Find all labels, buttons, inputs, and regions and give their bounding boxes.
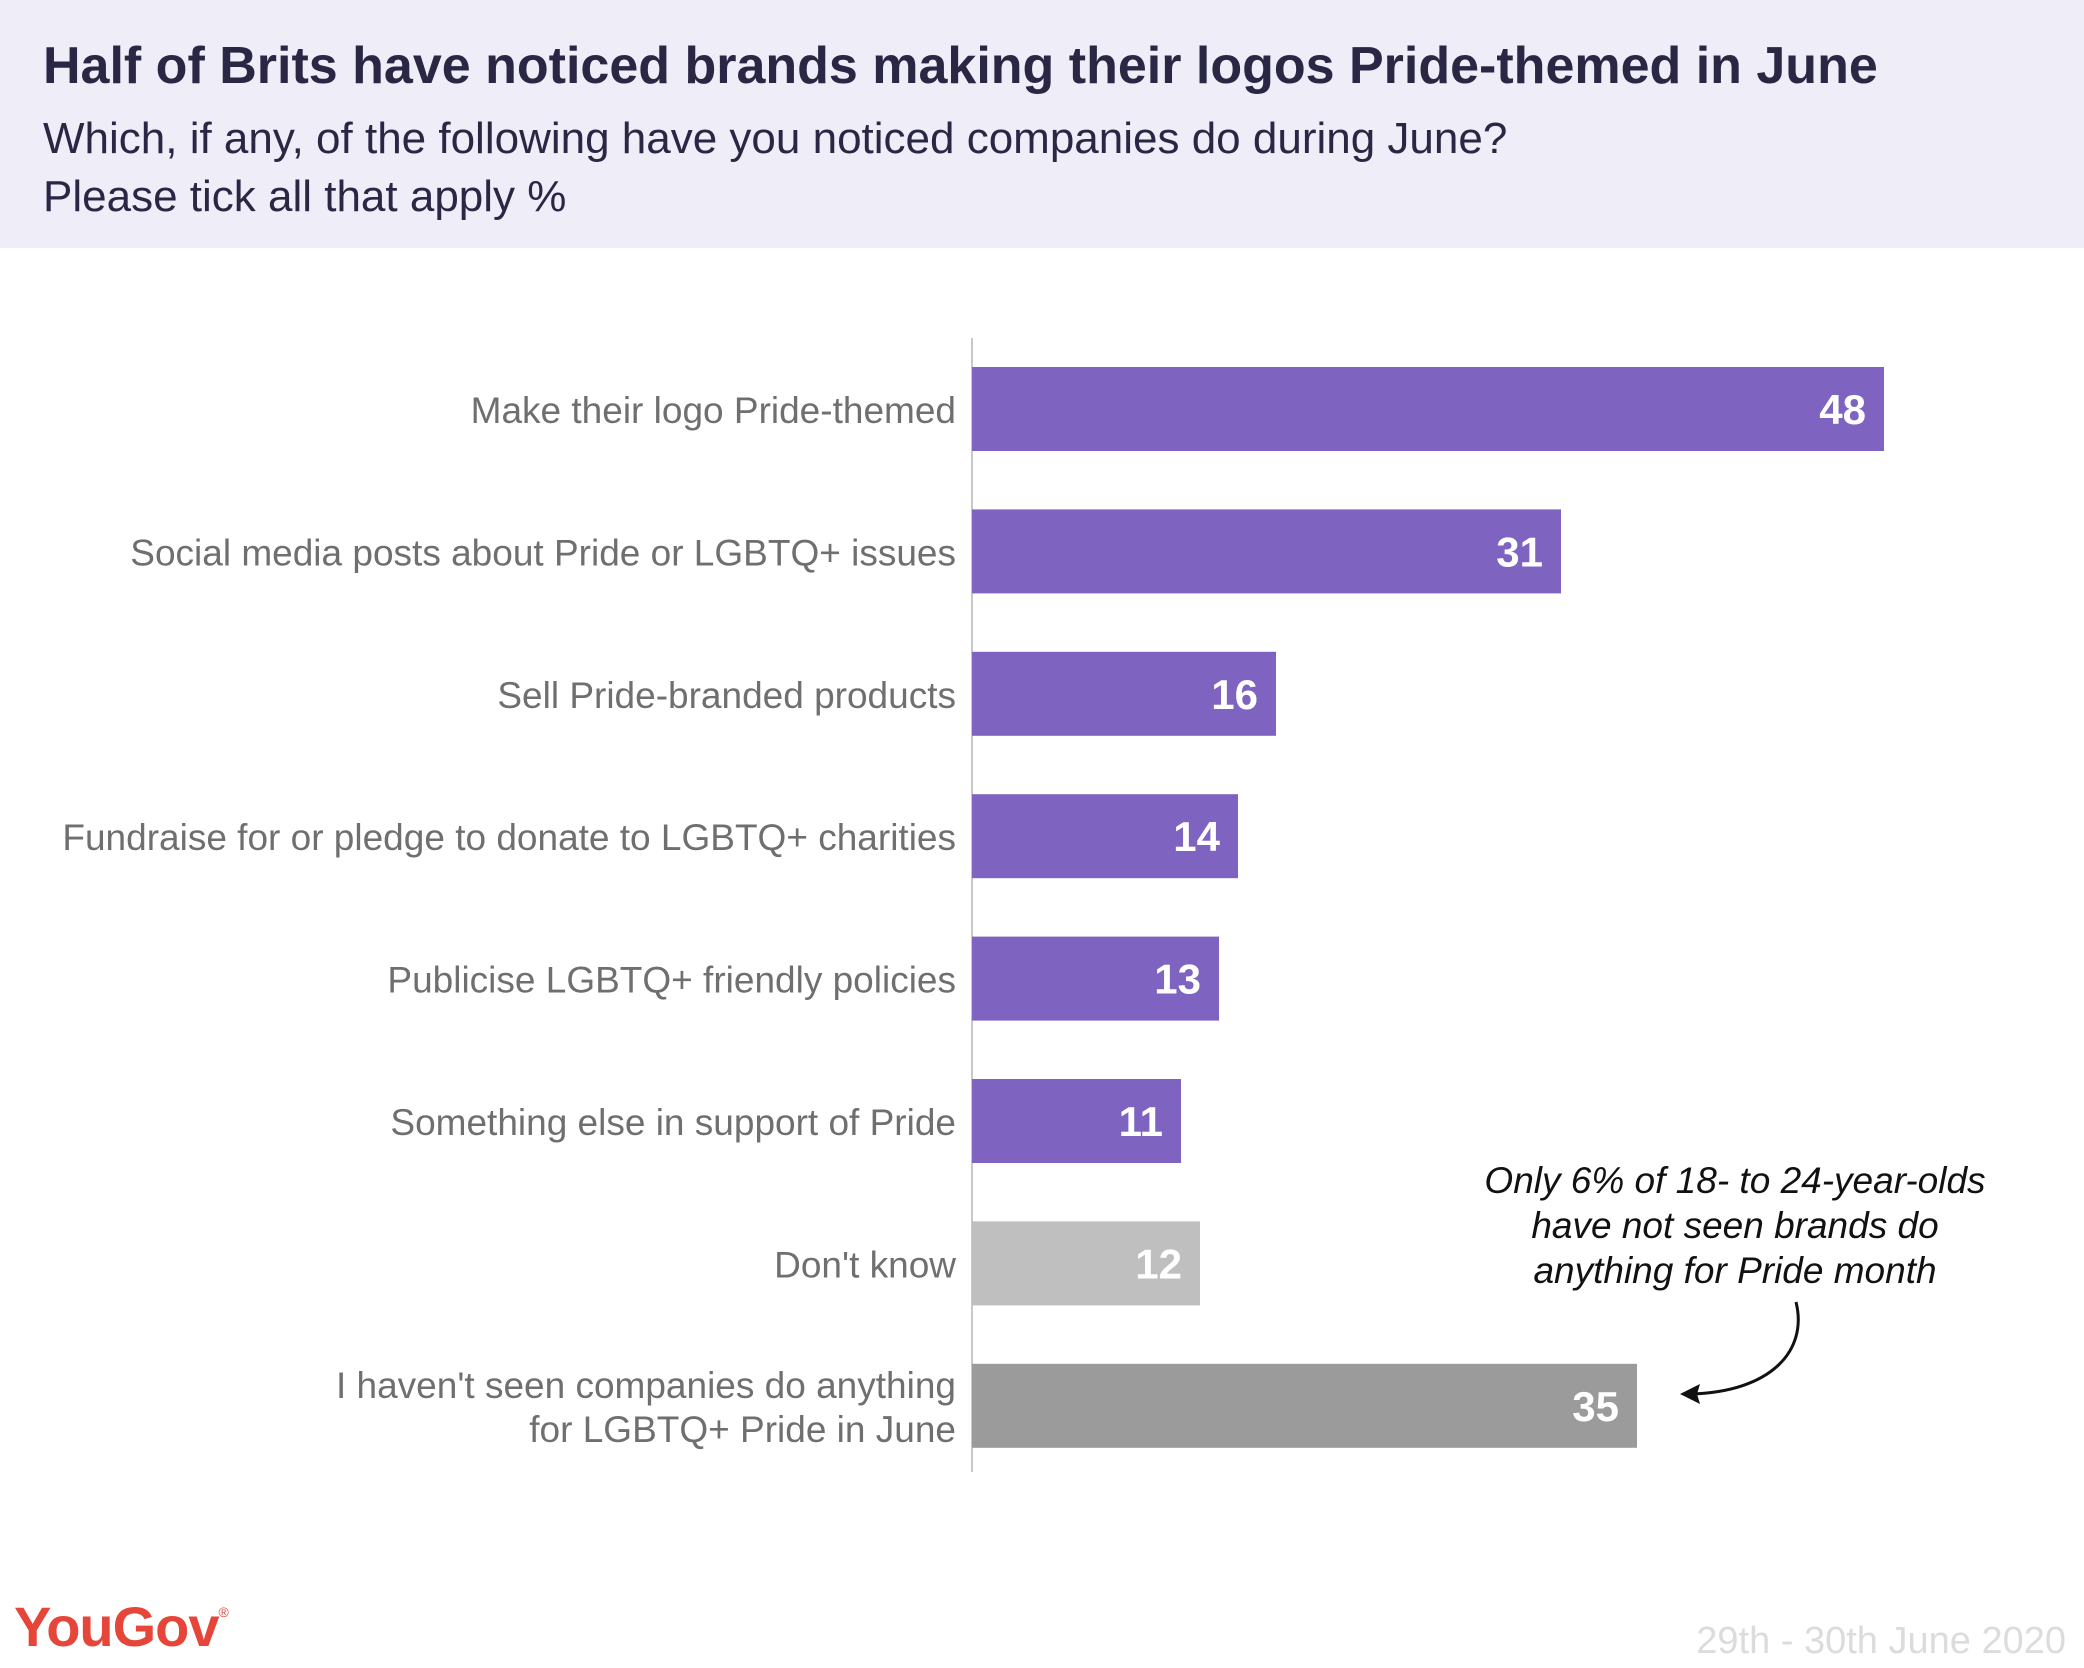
- chart-title: Half of Brits have noticed brands making…: [43, 37, 1878, 95]
- bar-value-label: 13: [1154, 956, 1201, 1003]
- category-label: Don't know: [774, 1244, 956, 1285]
- annotation-arrowhead: [1680, 1384, 1700, 1404]
- bar: [972, 367, 1884, 451]
- category-label: Publicise LGBTQ+ friendly policies: [387, 960, 956, 1001]
- bar-value-label: 31: [1496, 528, 1543, 575]
- header-band: Half of Brits have noticed brands making…: [0, 0, 2084, 248]
- registered-mark: ®: [218, 1604, 229, 1620]
- annotation-arrow: [1689, 1301, 1800, 1396]
- category-label: Fundraise for or pledge to donate to LGB…: [62, 817, 956, 858]
- subtitle-line-2: Please tick all that apply %: [43, 172, 567, 221]
- bar-value-label: 11: [1119, 1098, 1163, 1145]
- survey-date: 29th - 30th June 2020: [1696, 1620, 2066, 1662]
- annotation-text: have not seen brands do: [1531, 1205, 1938, 1246]
- bar-value-label: 14: [1173, 813, 1220, 860]
- bar: [972, 1363, 1637, 1448]
- bar-value-label: 12: [1135, 1240, 1182, 1287]
- bar: [972, 794, 1238, 879]
- bar-value-label: 48: [1819, 386, 1866, 433]
- category-label: I haven't seen companies do anything: [336, 1365, 956, 1406]
- category-label: Social media posts about Pride or LGBTQ+…: [130, 532, 956, 573]
- bar-value-label: 16: [1211, 671, 1258, 718]
- subtitle-line-1: Which, if any, of the following have you…: [43, 114, 1508, 163]
- bar: [972, 1221, 1200, 1306]
- category-label: Something else in support of Pride: [390, 1102, 956, 1143]
- bar: [972, 1079, 1181, 1163]
- annotation-text: anything for Pride month: [1533, 1250, 1936, 1291]
- category-label: Sell Pride-branded products: [497, 675, 956, 716]
- category-label: for LGBTQ+ Pride in June: [529, 1409, 956, 1450]
- annotation-text: Only 6% of 18- to 24-year-olds: [1484, 1160, 1985, 1201]
- bar: [972, 936, 1219, 1021]
- yougov-logo: YouGov®: [14, 1594, 229, 1659]
- bar: [972, 509, 1561, 594]
- logo-text: YouGov: [14, 1595, 220, 1658]
- category-label: Make their logo Pride-themed: [471, 390, 956, 431]
- bar: [972, 651, 1276, 736]
- chart-subtitle: Which, if any, of the following have you…: [43, 110, 1943, 226]
- bar-value-label: 35: [1572, 1383, 1619, 1430]
